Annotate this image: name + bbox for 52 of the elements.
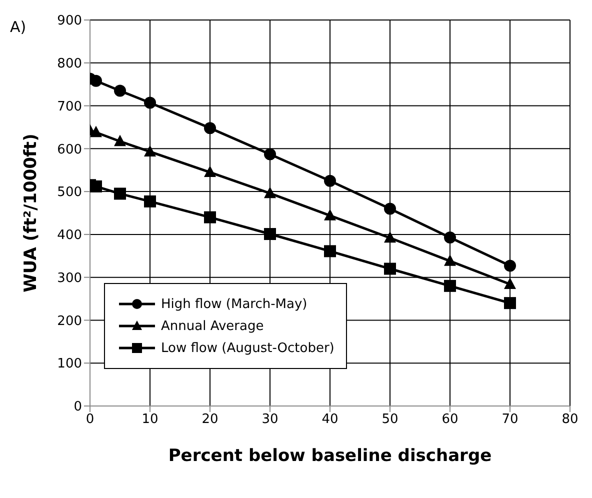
point (144, 195, 156, 208)
x-tick-label: 20 (202, 412, 218, 428)
text: A) (10, 18, 26, 36)
point (504, 297, 516, 310)
point (384, 262, 396, 275)
y-tick-label: 0 (74, 400, 82, 415)
x-axis-title: Percent below baseline discharge (168, 446, 492, 466)
point (144, 145, 156, 156)
point (114, 188, 126, 200)
point (144, 96, 156, 109)
x-tick-label: 70 (502, 412, 518, 428)
point (264, 186, 276, 198)
x-tick-label: 40 (322, 412, 338, 428)
y-axis-title: WUA (ft²/1000ft) (21, 134, 42, 292)
y-tick-label: 100 (57, 356, 82, 372)
x-tick-label: 10 (142, 412, 158, 428)
point (264, 148, 276, 160)
legend-label: Low flow (August-October) (161, 340, 334, 356)
x-tick-label: 30 (262, 412, 278, 428)
x-tick-label: 50 (382, 412, 398, 428)
point (324, 174, 336, 187)
point (114, 84, 126, 97)
y-tick-label: 600 (57, 142, 82, 158)
point (90, 126, 102, 138)
y-tick-label: 200 (57, 314, 82, 329)
point (504, 278, 516, 289)
point (204, 122, 216, 134)
point (384, 202, 396, 215)
point (324, 208, 336, 220)
x-tick-label: 60 (442, 412, 458, 428)
y-tick-label: 700 (57, 99, 82, 114)
point (204, 166, 216, 178)
point (444, 254, 456, 266)
point (504, 260, 516, 272)
y-tick-label: 500 (57, 185, 82, 200)
point (204, 211, 216, 224)
point (384, 231, 396, 243)
point (444, 280, 456, 292)
point (90, 74, 102, 87)
y-tick-label: 900 (57, 14, 82, 29)
point (444, 231, 456, 244)
point (114, 134, 126, 146)
point (90, 180, 102, 192)
y-tick-label: 800 (57, 56, 82, 72)
legend-label: Annual Average (161, 318, 264, 334)
x-tick-label: 0 (86, 412, 94, 428)
y-tick-label: 400 (57, 228, 82, 244)
y-tick-label: 300 (57, 270, 82, 286)
point (324, 245, 336, 258)
x-tick-label: 80 (562, 412, 578, 428)
legend-label: High flow (March-May) (161, 296, 308, 312)
point (264, 228, 276, 240)
